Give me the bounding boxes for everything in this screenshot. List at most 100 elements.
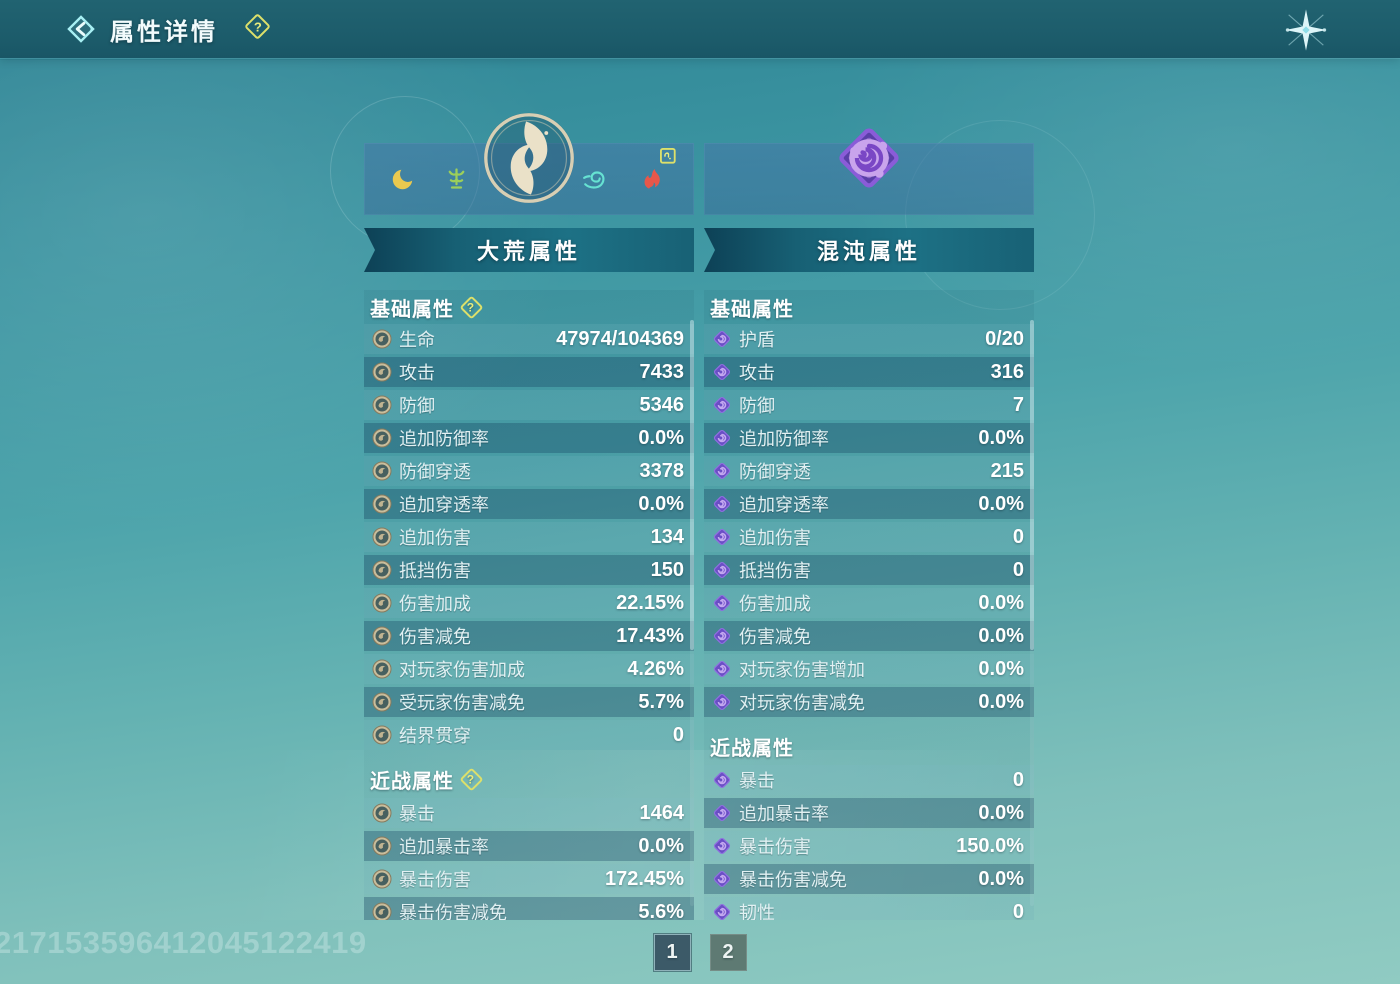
stat-value: 5346 — [639, 393, 685, 416]
stat-row: 暴击 1464 — [364, 798, 694, 828]
panel-dahuang: ? 大荒属性 基础属性 ? — [364, 0, 694, 984]
stat-row: 抵挡伤害 0 — [704, 555, 1034, 585]
stat-label: 防御穿透 — [399, 462, 471, 482]
stat-value: 47974/104369 — [556, 327, 684, 350]
help-glyph: ? — [467, 772, 476, 786]
stat-value: 0 — [1012, 768, 1024, 791]
basic-stat-list: 生命 47974/104369 攻击 7433 — [364, 324, 694, 750]
phoenix-coin-icon — [372, 869, 392, 889]
stat-row: 防御穿透 3378 — [364, 456, 694, 486]
phoenix-coin-icon — [372, 461, 392, 481]
stat-label: 暴击伤害 — [399, 870, 471, 890]
scrollbar-track[interactable] — [690, 320, 694, 906]
stat-value: 0.0% — [978, 624, 1024, 647]
section-help-icon[interactable]: ? — [459, 294, 484, 320]
stat-value: 0.0% — [978, 801, 1024, 824]
panel-title-bar: 混沌属性 — [704, 228, 1034, 272]
stat-row: 对玩家伤害减免 0.0% — [704, 687, 1034, 717]
stat-row: 追加伤害 0 — [704, 522, 1034, 552]
wind-icon — [583, 171, 605, 189]
section-help-icon[interactable]: ? — [459, 766, 484, 792]
phoenix-coin-icon — [372, 803, 392, 823]
stat-label: 攻击 — [399, 363, 435, 383]
title-help-icon[interactable]: ? — [244, 13, 271, 40]
help-glyph: ? — [660, 148, 675, 163]
stat-row: 伤害加成 0.0% — [704, 588, 1034, 618]
phoenix-coin-icon — [372, 836, 392, 856]
banner-help-icon[interactable]: ? — [660, 148, 676, 164]
section-header-basic: 基础属性 ? — [704, 290, 1034, 324]
stat-label: 抵挡伤害 — [399, 561, 471, 581]
stat-label: 对玩家伤害减免 — [739, 693, 865, 713]
panel-title: 大荒属性 — [476, 239, 581, 264]
chaos-gem-icon — [713, 837, 731, 855]
stat-label: 结界贯穿 — [399, 726, 471, 746]
panel-body-scroll-area[interactable]: 基础属性 ? 生命 47974/104369 — [364, 290, 694, 920]
phoenix-coin-icon — [372, 902, 392, 920]
stat-row: 攻击 316 — [704, 357, 1034, 387]
stat-value: 150 — [650, 558, 684, 581]
stat-row: 追加伤害 134 — [364, 522, 694, 552]
chaos-gem-icon — [713, 771, 731, 789]
stat-value: 215 — [990, 459, 1024, 482]
stat-value: 0 — [1012, 525, 1024, 548]
stat-row: 结界贯穿 0 — [364, 720, 694, 750]
chaos-spiral-emblem-icon — [839, 128, 899, 188]
stat-value: 0.0% — [638, 426, 684, 449]
stat-label: 生命 — [399, 330, 435, 350]
chaos-gem-icon — [713, 396, 731, 414]
phoenix-coin-icon — [372, 362, 392, 382]
chaos-gem-icon — [713, 870, 731, 888]
phoenix-coin-icon — [372, 692, 392, 712]
stat-value: 0 — [672, 723, 684, 746]
scrollbar-thumb[interactable] — [1030, 320, 1034, 650]
page-button[interactable]: 2 — [709, 934, 747, 971]
stat-value: 0.0% — [638, 834, 684, 857]
section-header-basic: 基础属性 ? — [364, 290, 694, 324]
stat-row: 生命 47974/104369 — [364, 324, 694, 354]
panel-title: 混沌属性 — [816, 239, 921, 264]
back-chevron-diamond-icon — [67, 15, 95, 43]
stat-row: 对玩家伤害加成 4.26% — [364, 654, 694, 684]
melee-stat-list: 暴击 1464 追加暴击率 0.0% — [364, 798, 694, 920]
stat-label: 追加防御率 — [739, 429, 829, 449]
panel-body-scroll-area[interactable]: 基础属性 ? 护盾 0/20 — [704, 290, 1034, 920]
phoenix-coin-icon — [372, 560, 392, 580]
chaos-gem-icon — [713, 462, 731, 480]
help-glyph: ? — [467, 300, 476, 314]
background-streak — [0, 750, 1400, 920]
scrollbar-thumb[interactable] — [690, 320, 694, 650]
stat-value: 0.0% — [978, 591, 1024, 614]
stat-value: 0.0% — [638, 492, 684, 515]
stat-row: 暴击伤害减免 5.6% — [364, 897, 694, 920]
stat-value: 0.0% — [978, 867, 1024, 890]
stat-value: 17.43% — [616, 624, 684, 647]
stat-label: 对玩家伤害加成 — [399, 660, 525, 680]
stat-row: 攻击 7433 — [364, 357, 694, 387]
stat-value: 4.26% — [627, 657, 684, 680]
section-label: 基础属性 — [710, 298, 794, 321]
corner-menu-button[interactable] — [1280, 4, 1332, 56]
element-banner — [704, 128, 1034, 215]
stat-value: 22.15% — [616, 591, 684, 614]
stat-row: 伤害加成 22.15% — [364, 588, 694, 618]
stat-value: 316 — [990, 360, 1024, 383]
stat-label: 对玩家伤害增加 — [739, 660, 865, 680]
section-label: 基础属性 — [370, 298, 454, 321]
stat-row: 防御穿透 215 — [704, 456, 1034, 486]
back-button[interactable] — [62, 10, 100, 48]
stat-label: 追加穿透率 — [399, 495, 489, 515]
scrollbar-track[interactable] — [1030, 320, 1034, 906]
stat-label: 追加暴击率 — [399, 837, 489, 857]
top-bar: 属性详情 ? — [0, 0, 1400, 58]
stat-row: 暴击 0 — [704, 765, 1034, 795]
chaos-gem-icon — [713, 594, 731, 612]
page-button[interactable]: 1 — [653, 934, 691, 971]
stat-label: 暴击 — [739, 771, 775, 791]
phoenix-coin-icon — [372, 725, 392, 745]
stat-label: 伤害减免 — [739, 627, 811, 647]
chaos-gem-icon — [713, 660, 731, 678]
chaos-gem-icon — [713, 804, 731, 822]
stat-row: 抵挡伤害 150 — [364, 555, 694, 585]
stat-value: 0 — [1012, 558, 1024, 581]
